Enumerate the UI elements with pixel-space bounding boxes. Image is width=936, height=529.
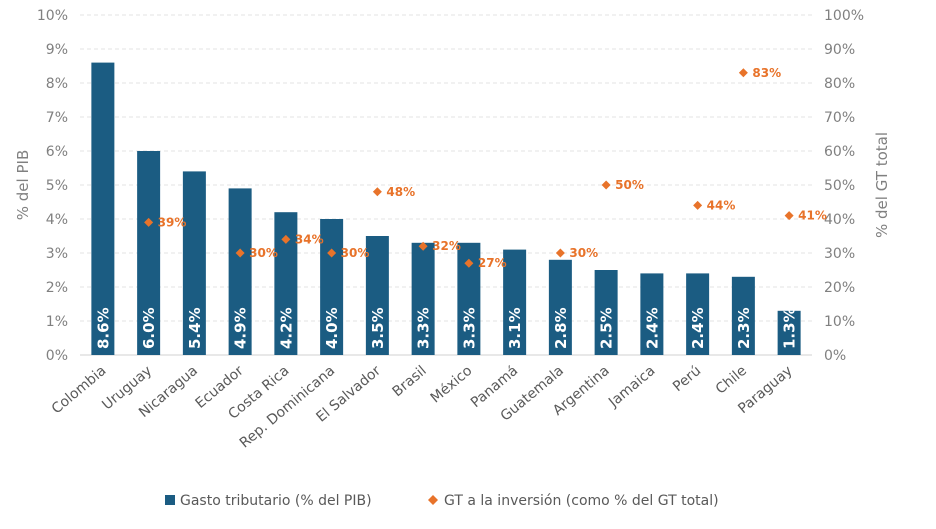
y-tick-label-left: 9% [46, 42, 68, 58]
bar-value-label: 4.2% [277, 307, 295, 349]
diamond-marker [738, 68, 748, 78]
y-tick-label-right: 30% [824, 246, 855, 262]
x-tick-label: Colombia [49, 363, 110, 418]
diamond-marker [281, 234, 291, 244]
y-tick-label-right: 0% [824, 348, 846, 364]
legend-diamond-label: GT a la inversión (como % del GT total) [444, 493, 719, 509]
bar-rep-dominicana [320, 219, 344, 355]
bar-value-label: 2.3% [735, 307, 753, 349]
bar-value-label: 3.3% [460, 307, 478, 349]
bar-value-label: 2.8% [552, 307, 570, 349]
bar-paraguay [777, 310, 801, 355]
y-axis-title-right: % del GT total [873, 132, 891, 238]
diamond-marker [235, 248, 245, 258]
point-value-label: 34% [295, 232, 324, 246]
y-tick-label-left: 2% [46, 280, 68, 296]
bar-nicaragua [182, 171, 206, 355]
y-tick-label-right: 20% [824, 280, 855, 296]
bar-per- [686, 273, 710, 355]
diamond-marker [372, 187, 382, 197]
y-axis-title-left: % del PIB [14, 150, 32, 220]
diamond-marker [601, 180, 611, 190]
y-tick-label-left: 0% [46, 348, 68, 364]
y-tick-label-left: 7% [46, 110, 68, 126]
bar-value-label: 5.4% [186, 307, 204, 349]
y-tick-label-right: 60% [824, 144, 855, 160]
point-value-label: 30% [569, 246, 598, 260]
y-tick-label-left: 1% [46, 314, 68, 330]
bar-value-label: 3.1% [506, 307, 524, 349]
y-tick-label-right: 80% [824, 76, 855, 92]
bar-guatemala [548, 259, 572, 355]
y-tick-label-left: 10% [37, 8, 68, 24]
y-tick-label-right: 10% [824, 314, 855, 330]
bar-argentina [594, 270, 618, 355]
bar-m-xico [457, 242, 481, 355]
point-value-label: 44% [707, 198, 736, 212]
y-tick-label-left: 3% [46, 246, 68, 262]
x-tick-label: Chile [713, 363, 750, 398]
legend-diamond-swatch [428, 495, 438, 505]
point-value-label: 30% [249, 246, 278, 260]
bar-value-label: 8.6% [94, 307, 112, 349]
bar-costa-rica [274, 212, 298, 355]
point-value-label: 32% [432, 239, 461, 253]
point-value-label: 48% [386, 185, 415, 199]
diamond-marker [464, 258, 474, 268]
legend-bar-label: Gasto tributario (% del PIB) [180, 493, 372, 509]
bar-colombia [91, 62, 115, 355]
diamond-marker [144, 217, 154, 227]
bar-ecuador [228, 188, 252, 355]
bar-value-label: 3.3% [415, 307, 433, 349]
y-tick-label-right: 90% [824, 42, 855, 58]
bar-value-label: 2.5% [598, 307, 616, 349]
y-tick-label-left: 4% [46, 212, 68, 228]
bar-value-label: 2.4% [689, 307, 707, 349]
x-tick-label: Brasil [390, 363, 430, 400]
bar-value-label: 4.9% [232, 307, 250, 349]
diamond-marker [693, 200, 703, 210]
y-tick-label-right: 70% [824, 110, 855, 126]
bar-value-label: 2.4% [643, 307, 661, 349]
bar-uruguay [137, 151, 161, 355]
x-tick-label: Perú [670, 363, 704, 395]
y-tick-label-left: 5% [46, 178, 68, 194]
y-tick-label-left: 8% [46, 76, 68, 92]
bar-panam- [503, 249, 527, 355]
bar-value-label: 6.0% [140, 307, 158, 349]
y-tick-label-right: 40% [824, 212, 855, 228]
point-value-label: 41% [798, 209, 827, 223]
bar-jamaica [640, 273, 664, 355]
bar-value-label: 1.3% [781, 307, 799, 349]
point-value-label: 50% [615, 178, 644, 192]
bar-brasil [411, 242, 435, 355]
bar-chile [731, 276, 755, 355]
y-tick-label-left: 6% [46, 144, 68, 160]
bar-el-salvador [365, 236, 389, 355]
point-value-label: 39% [158, 215, 187, 229]
point-value-label: 83% [752, 66, 781, 80]
legend-bar-swatch [165, 495, 175, 505]
diamond-marker [784, 211, 794, 221]
point-value-label: 27% [478, 256, 507, 270]
diamond-marker [555, 248, 565, 258]
y-tick-label-right: 100% [824, 8, 864, 24]
diamond-marker [327, 248, 337, 258]
bar-value-label: 4.0% [323, 307, 341, 349]
x-tick-label: Jamaica [605, 363, 658, 411]
point-value-label: 30% [341, 246, 370, 260]
diamond-marker [418, 241, 428, 251]
bar-value-label: 3.5% [369, 307, 387, 349]
y-tick-label-right: 50% [824, 178, 855, 194]
